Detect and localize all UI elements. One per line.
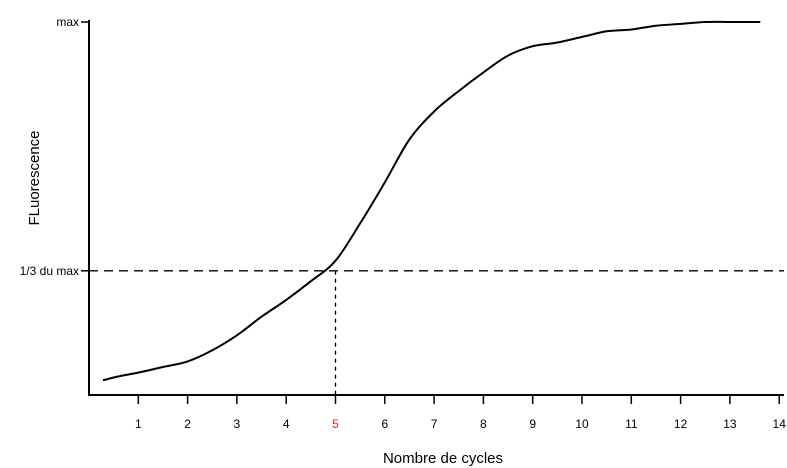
x-tick-label: 7 (431, 417, 438, 431)
x-tick-label: 1 (135, 417, 142, 431)
y-ticks: max 1/3 du max (20, 15, 89, 278)
x-tick-label: 11 (625, 417, 638, 431)
x-tick-label: 6 (381, 417, 388, 431)
x-tick-label: 3 (234, 417, 241, 431)
threshold-guides (89, 270, 784, 395)
x-tick-label: 13 (723, 417, 737, 431)
x-ticks: 1 2 3 4 5 6 7 8 9 10 11 12 13 14 (135, 395, 786, 431)
y-tick-label: max (56, 15, 79, 29)
x-tick-label: 8 (480, 417, 487, 431)
x-tick-label: 10 (575, 417, 589, 431)
axes (88, 20, 784, 396)
x-tick-label: 4 (283, 417, 290, 431)
x-tick-label: 12 (674, 417, 688, 431)
x-tick-label: 5 (332, 417, 339, 431)
x-tick-label: 9 (529, 417, 536, 431)
x-tick-label: 2 (184, 417, 191, 431)
y-tick-label: 1/3 du max (20, 264, 79, 278)
fluorescence-curve (102, 20, 761, 382)
y-axis-label: FLuorescence (26, 130, 43, 225)
x-tick-label: 14 (773, 417, 787, 431)
x-axis-label: Nombre de cycles (383, 450, 503, 467)
